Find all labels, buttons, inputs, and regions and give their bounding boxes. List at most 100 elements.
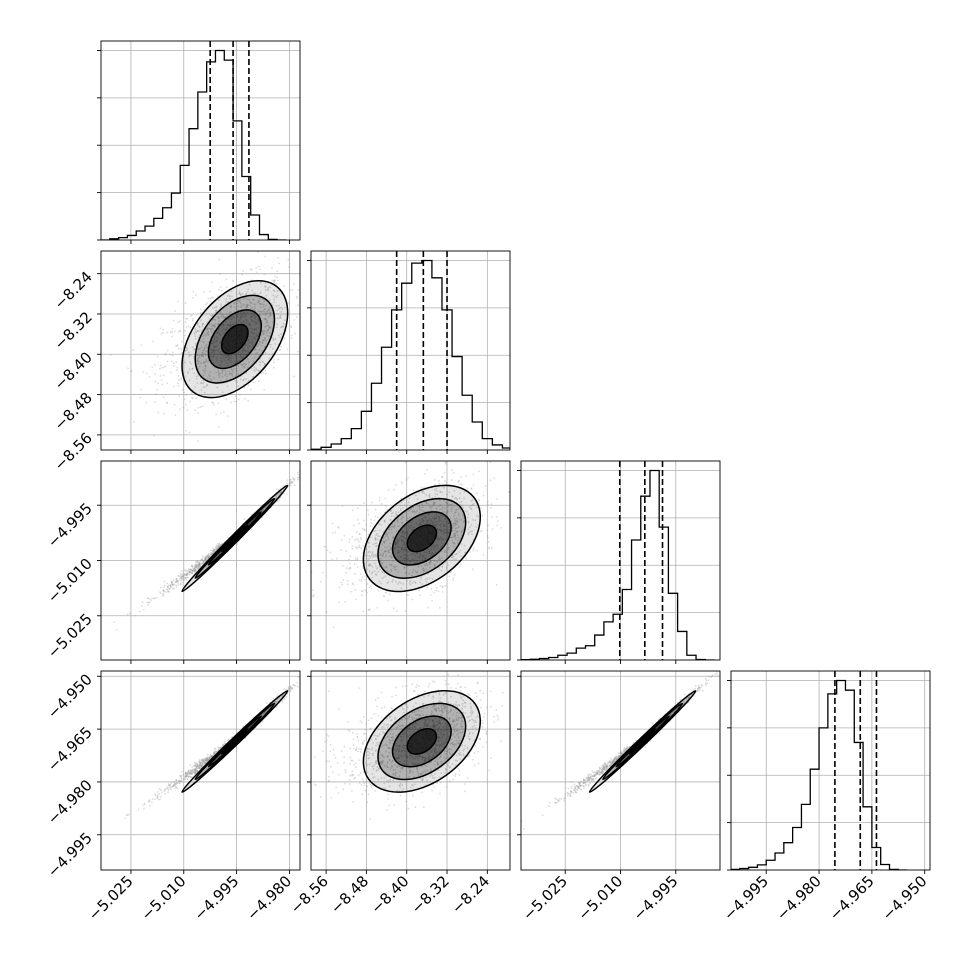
sample-point: [173, 588, 176, 590]
sample-point: [180, 774, 183, 777]
sample-point: [208, 375, 211, 378]
sample-point: [200, 346, 203, 349]
sample-point: [156, 797, 159, 799]
sample-point: [221, 370, 224, 372]
sample-point: [390, 563, 393, 566]
sample-point: [215, 548, 218, 551]
sample-point: [181, 388, 184, 391]
sample-point: [424, 522, 427, 525]
sample-point: [414, 555, 417, 558]
sample-point: [386, 508, 388, 511]
sample-point: [156, 355, 159, 358]
sample-point: [440, 530, 443, 533]
sample-point: [453, 497, 456, 500]
sample-point: [288, 482, 291, 485]
sample-point: [129, 612, 131, 615]
sample-point: [265, 304, 267, 307]
sample-point: [425, 568, 428, 571]
sample-point: [453, 573, 456, 576]
sample-point: [199, 362, 202, 364]
sample-point: [439, 526, 442, 529]
sample-point: [306, 672, 308, 674]
sample-point: [259, 357, 262, 360]
sample-point: [274, 495, 277, 498]
sample-point: [179, 774, 181, 777]
sample-point: [250, 308, 252, 310]
sample-point: [442, 585, 444, 588]
sample-point: [321, 453, 323, 455]
sample-point: [444, 461, 447, 464]
sample-point: [410, 524, 413, 527]
sample-point: [514, 546, 516, 548]
sample-point: [275, 304, 278, 307]
sample-point: [307, 309, 309, 311]
sample-point: [222, 324, 225, 327]
sample-point: [169, 584, 172, 586]
sample-point: [437, 538, 440, 541]
sample-point: [401, 521, 404, 524]
sample-point: [195, 769, 198, 772]
sample-point: [411, 571, 414, 573]
sample-point: [288, 687, 291, 690]
sample-point: [210, 331, 213, 334]
sample-point: [179, 572, 182, 575]
sample-point: [210, 348, 213, 351]
sample-point: [221, 330, 224, 333]
sample-point: [209, 756, 211, 759]
sample-point: [195, 768, 198, 771]
sample-point: [455, 552, 458, 555]
sample-point: [402, 554, 404, 557]
sample-point: [159, 364, 162, 367]
sample-point: [393, 547, 396, 550]
sample-point: [213, 355, 215, 358]
sample-point: [359, 536, 362, 539]
sample-point: [212, 552, 214, 555]
sample-point: [402, 516, 405, 518]
sample-point: [198, 565, 201, 568]
sample-point: [180, 583, 182, 586]
sample-point: [292, 478, 295, 481]
sample-point: [156, 795, 159, 798]
sample-point: [389, 518, 392, 521]
sample-point: [190, 569, 192, 571]
sample-point: [187, 371, 189, 373]
sample-point: [196, 348, 199, 351]
sample-point: [219, 372, 222, 375]
sample-point: [253, 312, 256, 315]
sample-point: [203, 560, 206, 562]
sample-point: [212, 547, 215, 550]
sample-point: [456, 530, 459, 533]
sample-point: [212, 552, 215, 554]
sample-point: [178, 395, 180, 398]
sample-point: [184, 573, 187, 576]
sample-point: [210, 351, 213, 354]
sample-point: [179, 780, 182, 783]
sample-point: [414, 581, 417, 584]
sample-point: [166, 786, 169, 788]
sample-point: [197, 375, 200, 377]
sample-point: [215, 309, 218, 312]
sample-point: [244, 350, 247, 353]
sample-point: [361, 527, 364, 530]
sample-point: [209, 327, 212, 330]
sample-point: [401, 531, 404, 534]
sample-point: [442, 538, 445, 541]
sample-point: [176, 580, 179, 583]
sample-point: [382, 552, 385, 554]
sample-point: [384, 520, 386, 523]
sample-point: [396, 540, 399, 543]
sample-point: [451, 526, 454, 529]
sample-point: [222, 324, 225, 327]
sample-point: [233, 302, 235, 305]
sample-point: [400, 546, 403, 549]
sample-point: [387, 531, 390, 534]
sample-point: [195, 764, 198, 767]
sample-point: [198, 767, 201, 770]
sample-point: [246, 358, 249, 361]
sample-point: [443, 523, 445, 526]
sample-point: [170, 785, 173, 788]
sample-point: [278, 491, 281, 494]
sample-point: [410, 528, 413, 531]
sample-point: [489, 506, 492, 509]
sample-point: [432, 544, 434, 547]
